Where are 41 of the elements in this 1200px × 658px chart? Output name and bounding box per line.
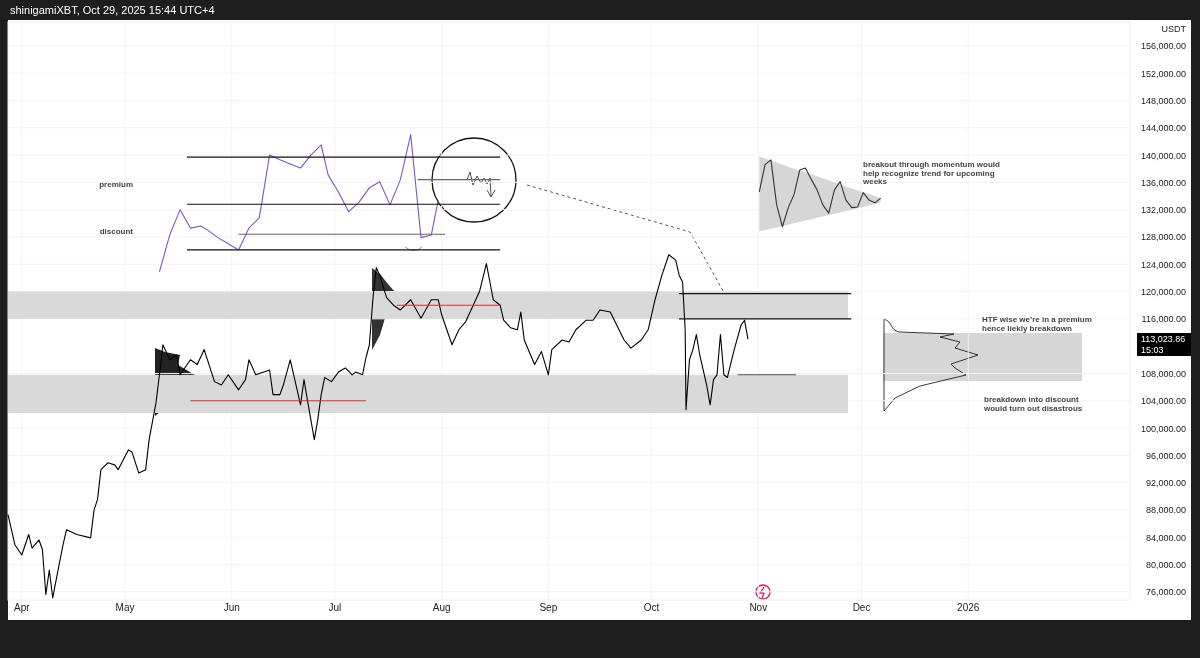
y-tick-label: 156,000.00 xyxy=(1140,41,1186,52)
annotation: breakout through momentum would help recognize trend for upcoming weeks xyxy=(862,160,1000,186)
y-axis-title: USDT xyxy=(1161,24,1187,34)
chart-title: shinigamiXBT, Oct 29, 2025 15:44 UTC+4 xyxy=(10,4,215,16)
y-tick-label: 132,000.00 xyxy=(1140,205,1186,216)
x-tick-label: Nov xyxy=(749,602,768,613)
y-tick-label: 76,000.00 xyxy=(1145,587,1186,598)
y-tick-label: 80,000.00 xyxy=(1145,560,1186,571)
y-tick-label: 100,000.00 xyxy=(1140,423,1186,434)
y-tick-label: 128,000.00 xyxy=(1140,232,1186,243)
y-tick-label: 84,000.00 xyxy=(1145,532,1186,543)
y-tick-label: 152,000.00 xyxy=(1140,68,1186,79)
y-tick-label: 124,000.00 xyxy=(1140,259,1186,270)
y-tick-label: 88,000.00 xyxy=(1145,505,1186,516)
y-tick-label: 108,000.00 xyxy=(1140,368,1186,379)
y-tick-label: 140,000.00 xyxy=(1140,150,1186,161)
y-tick-label: 144,000.00 xyxy=(1140,123,1186,134)
x-tick-label: Sep xyxy=(539,602,558,613)
y-tick-label: 120,000.00 xyxy=(1140,287,1186,298)
y-tick-label: 148,000.00 xyxy=(1140,95,1186,106)
x-tick-label: Apr xyxy=(13,602,31,613)
x-tick-label: May xyxy=(115,602,135,613)
y-tick-label: 104,000.00 xyxy=(1140,396,1186,407)
x-tick-label: Dec xyxy=(852,602,871,613)
y-tick-label: 116,000.00 xyxy=(1141,314,1186,325)
text: 15:03 xyxy=(1141,345,1164,355)
y-tick-label: 96,000.00 xyxy=(1145,450,1186,461)
x-tick-label: Oct xyxy=(643,602,660,613)
text: 113,023.86 xyxy=(1141,334,1186,344)
y-tick-label: 136,000.00 xyxy=(1140,177,1186,188)
x-tick-label: Jul xyxy=(328,602,342,613)
x-tick-label: 2026 xyxy=(957,602,980,613)
x-tick-label: Aug xyxy=(432,602,451,613)
annotation: HTF wise we’re in a premium hence liekly breakdown xyxy=(982,315,1092,333)
y-tick-label: 92,000.00 xyxy=(1145,478,1186,489)
annotation: premium xyxy=(99,180,133,189)
line-series xyxy=(7,254,749,599)
x-tick-label: Jun xyxy=(223,602,240,613)
annotation: discount xyxy=(99,227,134,236)
line-series xyxy=(158,134,439,273)
annotation: breakdown into discount would turn out disastrous xyxy=(983,395,1083,413)
